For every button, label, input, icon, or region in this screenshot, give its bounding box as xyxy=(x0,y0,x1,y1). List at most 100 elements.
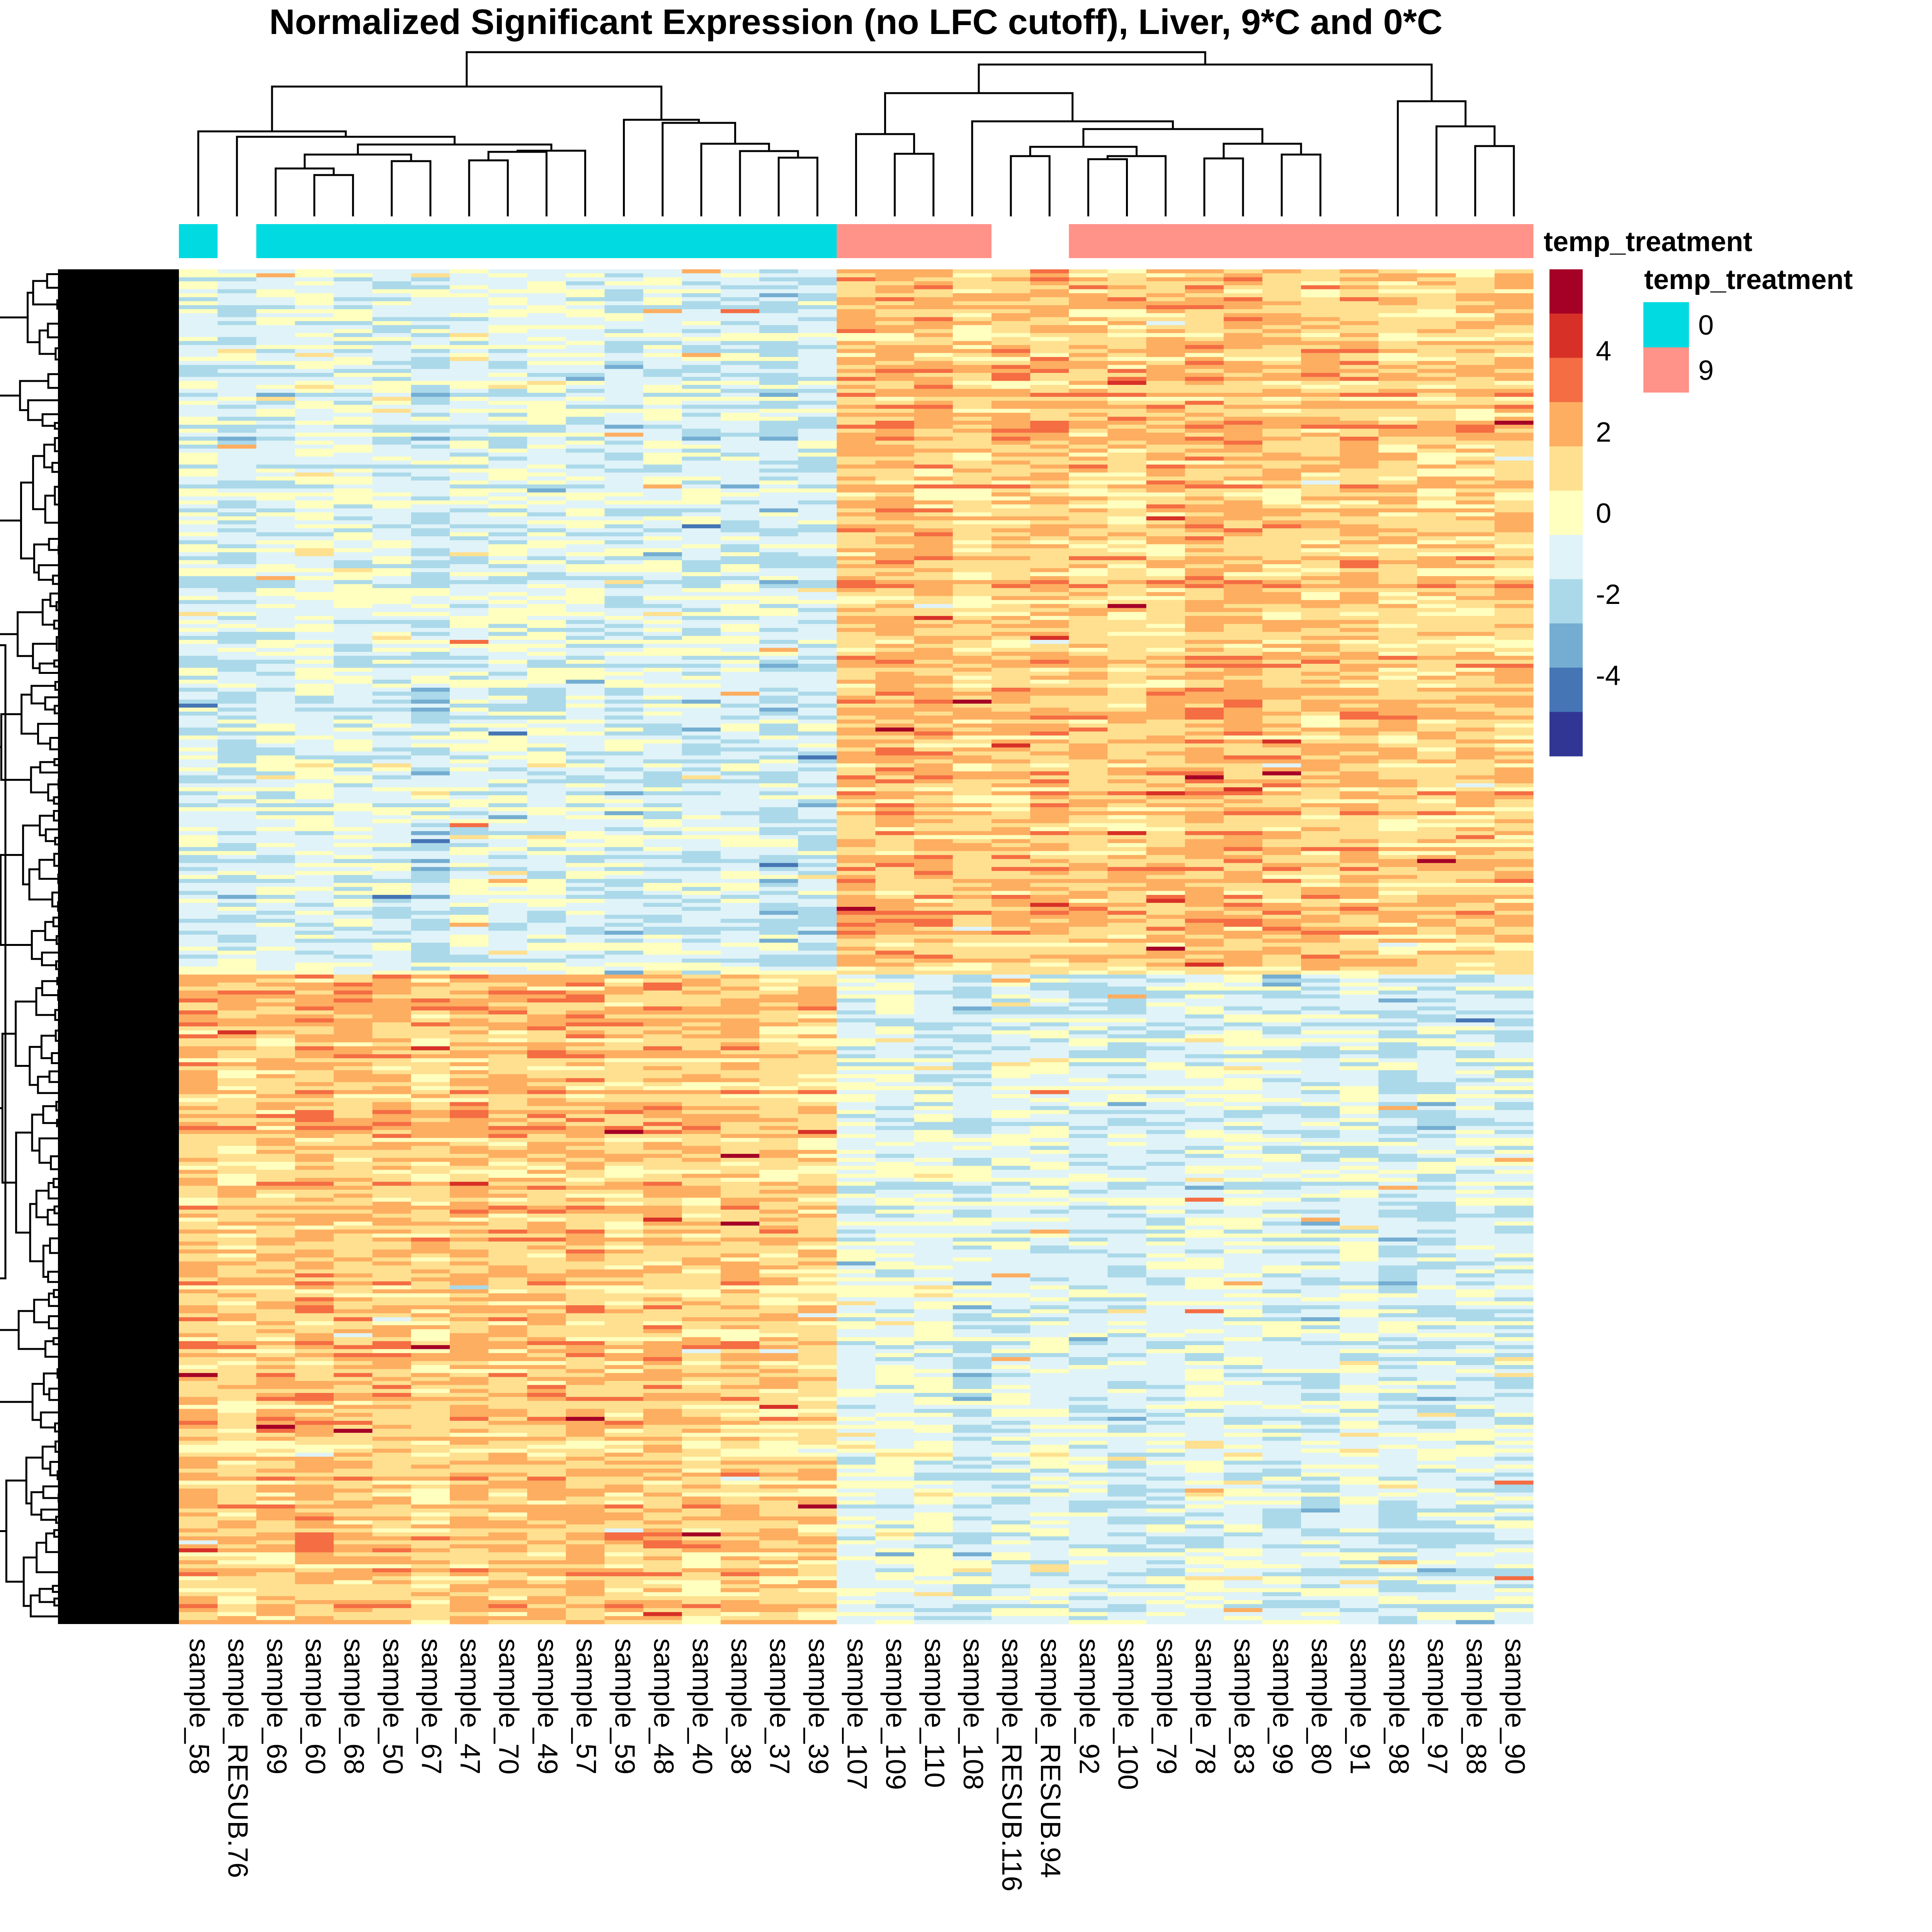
heatmap-cell xyxy=(682,592,721,597)
heatmap-cell xyxy=(604,743,644,748)
heatmap-cell xyxy=(1030,289,1069,294)
heatmap-cell xyxy=(333,528,373,533)
heatmap-cell xyxy=(1107,576,1147,580)
heatmap-cell xyxy=(604,456,644,461)
heatmap-cell xyxy=(1185,735,1224,740)
heatmap-cell xyxy=(295,715,334,720)
heatmap-cell xyxy=(682,472,721,477)
heatmap-cell xyxy=(411,807,450,811)
heatmap-cell xyxy=(875,373,915,378)
heatmap-cell xyxy=(1030,660,1069,664)
heatmap-cell xyxy=(333,440,373,445)
heatmap-cell xyxy=(333,536,373,541)
heatmap-cell xyxy=(1185,644,1224,648)
heatmap-cell xyxy=(488,444,527,449)
heatmap-cell xyxy=(295,337,334,342)
heatmap-cell xyxy=(411,281,450,286)
heatmap-cell xyxy=(798,608,837,612)
heatmap-cell xyxy=(256,277,296,282)
heatmap-cell xyxy=(875,588,915,592)
heatmap-cell xyxy=(566,488,605,493)
heatmap-cell xyxy=(837,636,876,640)
annotation-cell xyxy=(798,224,837,258)
heatmap-cell xyxy=(295,452,334,457)
heatmap-cell xyxy=(527,492,566,497)
heatmap-cell xyxy=(179,273,218,278)
heatmap-cell xyxy=(295,365,334,369)
heatmap-cell xyxy=(1494,807,1534,811)
heatmap-cell xyxy=(179,540,218,545)
heatmap-cell xyxy=(256,747,296,752)
heatmap-cell xyxy=(1417,628,1456,632)
heatmap-cell xyxy=(1340,269,1379,274)
heatmap-cell xyxy=(1456,632,1495,636)
heatmap-cell xyxy=(952,779,992,784)
heatmap-cell xyxy=(1378,723,1418,728)
heatmap-cell xyxy=(1340,349,1379,354)
heatmap-cell xyxy=(1301,273,1340,278)
heatmap-cell xyxy=(1069,552,1108,557)
heatmap-cell xyxy=(256,731,296,736)
heatmap-cell xyxy=(179,329,218,333)
heatmap-cell xyxy=(952,337,992,342)
heatmap-cell xyxy=(604,727,644,732)
heatmap-cell xyxy=(450,763,489,768)
heatmap-cell xyxy=(1494,675,1534,680)
heatmap-cell xyxy=(604,675,644,680)
heatmap-cell xyxy=(411,628,450,632)
heatmap-cell xyxy=(1069,285,1108,290)
heatmap-cell xyxy=(1223,767,1263,772)
heatmap-cell xyxy=(295,496,334,501)
heatmap-cell xyxy=(837,500,876,505)
heatmap-cell xyxy=(566,544,605,549)
heatmap-cell xyxy=(1456,687,1495,692)
heatmap-cell xyxy=(488,476,527,481)
heatmap-cell xyxy=(488,396,527,401)
heatmap-cell xyxy=(604,476,644,481)
heatmap-cell xyxy=(1069,632,1108,636)
heatmap-cell xyxy=(992,496,1031,501)
heatmap-cell xyxy=(256,556,296,561)
heatmap-cell xyxy=(1456,301,1495,306)
heatmap-cell xyxy=(798,432,837,437)
heatmap-cell xyxy=(1030,668,1069,672)
annotation-cell xyxy=(1378,224,1418,258)
heatmap-cell xyxy=(1456,803,1495,808)
heatmap-cell xyxy=(1223,425,1263,429)
heatmap-cell xyxy=(1456,476,1495,481)
heatmap-cell xyxy=(914,628,953,632)
heatmap-cell xyxy=(1417,715,1456,720)
heatmap-cell xyxy=(1301,743,1340,748)
heatmap-cell xyxy=(1223,580,1263,585)
heatmap-cell xyxy=(759,779,798,784)
heatmap-cell xyxy=(1107,588,1147,592)
heatmap-cell xyxy=(1262,269,1301,274)
heatmap-cell xyxy=(1494,297,1534,302)
heatmap-cell xyxy=(682,281,721,286)
heatmap-cell xyxy=(295,576,334,580)
heatmap-cell xyxy=(992,476,1031,481)
heatmap-cell xyxy=(1185,273,1224,278)
heatmap-cell xyxy=(256,432,296,437)
heatmap-cell xyxy=(1223,429,1263,433)
heatmap-cell xyxy=(1340,648,1379,652)
heatmap-cell xyxy=(450,731,489,736)
heatmap-cell xyxy=(488,759,527,764)
heatmap-cell xyxy=(1030,596,1069,600)
heatmap-cell xyxy=(914,703,953,708)
heatmap-cell xyxy=(952,516,992,521)
heatmap-cell xyxy=(179,440,218,445)
heatmap-cell xyxy=(1223,389,1263,393)
heatmap-cell xyxy=(604,751,644,756)
heatmap-cell xyxy=(566,699,605,704)
heatmap-cell xyxy=(875,604,915,609)
heatmap-cell xyxy=(295,480,334,485)
heatmap-cell xyxy=(952,648,992,652)
heatmap-cell xyxy=(1494,719,1534,724)
heatmap-cell xyxy=(179,624,218,628)
heatmap-cell xyxy=(1030,779,1069,784)
heatmap-cell xyxy=(1223,727,1263,732)
heatmap-cell xyxy=(1340,568,1379,573)
heatmap-cell xyxy=(1417,449,1456,453)
heatmap-cell xyxy=(527,317,566,321)
